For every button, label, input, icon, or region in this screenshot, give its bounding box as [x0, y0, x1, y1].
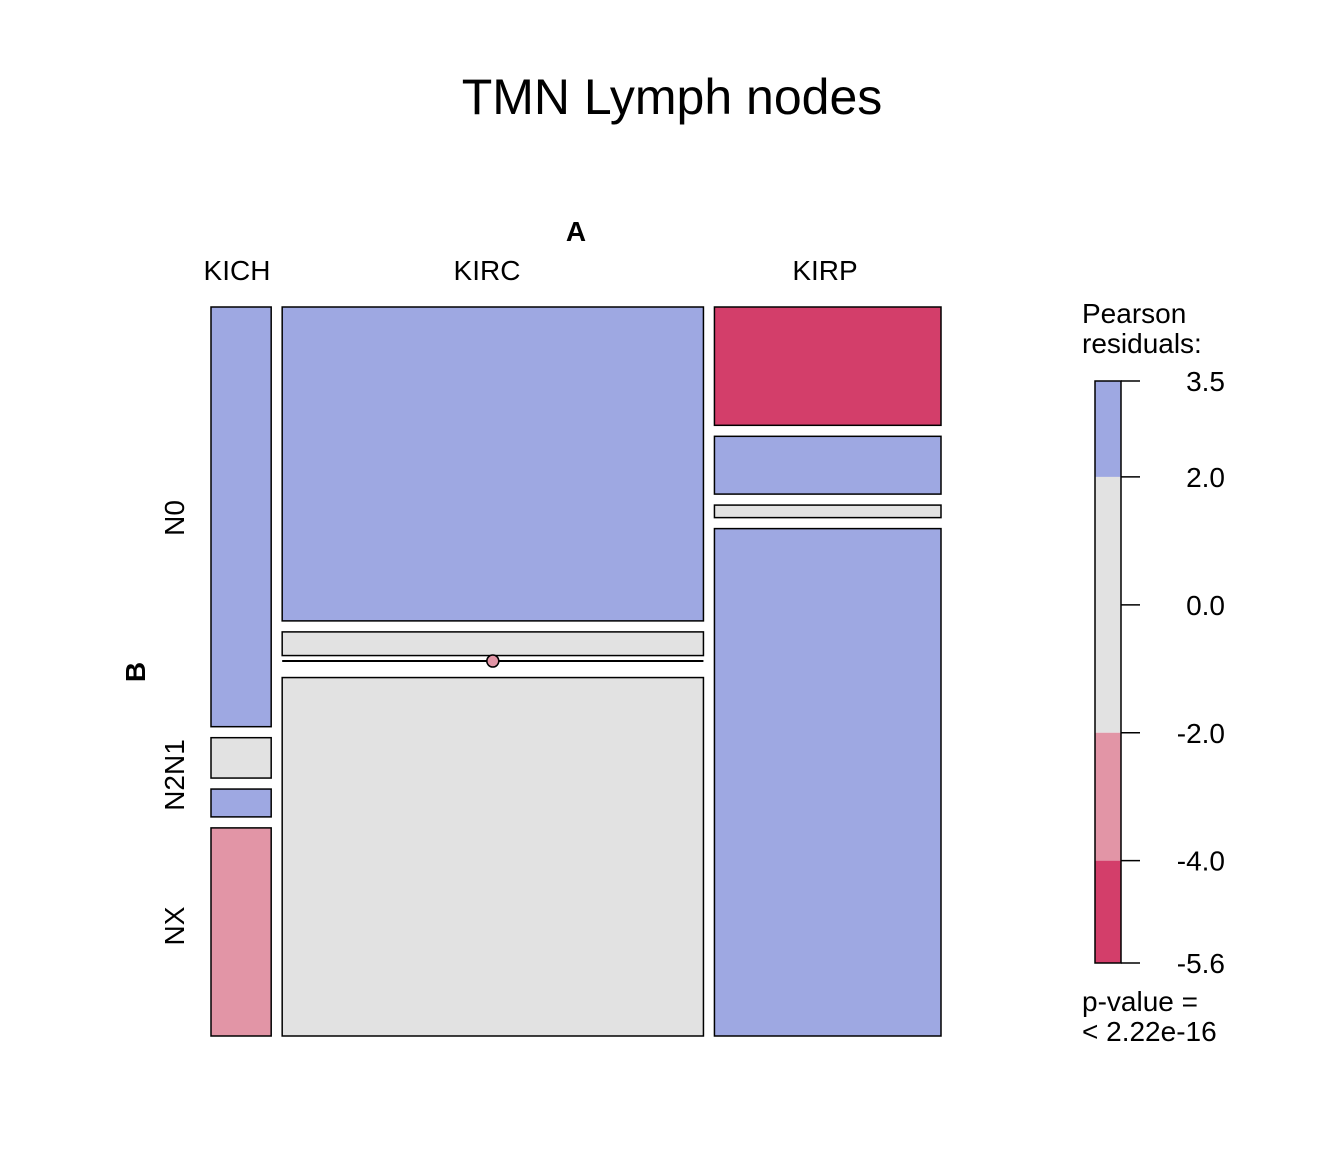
legend-tick-label: -4.0	[1177, 846, 1225, 877]
tile-kirp-n0	[713, 306, 942, 427]
col-label-kirc: KIRC	[454, 255, 521, 286]
chart-title: TMN Lymph nodes	[462, 69, 883, 125]
tile-kirp-n1	[713, 435, 942, 495]
col-label-kirp: KIRP	[792, 255, 857, 286]
row-label-n0: N0	[159, 500, 190, 536]
tile-kirc-nx	[281, 676, 705, 1037]
legend-tick-label: -2.0	[1177, 718, 1225, 749]
row-label-n2n1: N2N1	[159, 739, 190, 811]
legend-tick-label: 3.5	[1186, 366, 1225, 397]
y-variable-label: B	[120, 662, 151, 682]
row-label-nx: NX	[159, 906, 190, 945]
legend-ticks: 3.5 2.0 0.0 -2.0 -4.0 -5.6	[1121, 366, 1225, 979]
legend-bar-outline	[1094, 380, 1122, 964]
pvalue-line1: p-value =	[1082, 986, 1198, 1017]
x-variable-label: A	[566, 216, 586, 247]
legend-color-bar	[1094, 380, 1122, 964]
mosaic-tiles	[210, 306, 942, 1037]
tile-kirp-n2	[713, 504, 942, 519]
tile-kich-n2	[210, 788, 272, 818]
legend-tick-label: 2.0	[1186, 462, 1225, 493]
tile-kirp-nx	[713, 527, 942, 1037]
tile-kich-n0	[210, 306, 272, 728]
col-label-kich: KICH	[204, 255, 271, 286]
legend-title-line1: Pearson	[1082, 298, 1186, 329]
tile-kich-n1	[210, 736, 272, 779]
legend: Pearson residuals: 3.5 2.0 0.0 -2.0 -4.0 -5.6…	[1082, 298, 1225, 1047]
row-labels: N0 N2N1 NX	[159, 500, 190, 945]
legend-band-red	[1095, 860, 1121, 963]
legend-tick-label: 0.0	[1186, 590, 1225, 621]
pvalue-line2: < 2.22e-16	[1082, 1016, 1217, 1047]
tile-kirc-n0	[281, 306, 705, 622]
column-labels: KICH KIRC KIRP	[204, 255, 858, 286]
legend-tick-label: -5.6	[1177, 948, 1225, 979]
legend-title-line2: residuals:	[1082, 328, 1202, 359]
tile-kich-nx	[210, 827, 272, 1037]
legend-band-blue	[1095, 381, 1121, 477]
legend-band-grey	[1095, 476, 1121, 733]
tile-kirc-n1	[281, 631, 705, 657]
legend-band-pink	[1095, 732, 1121, 861]
tile-kirc-n2-zero-marker	[486, 654, 500, 668]
